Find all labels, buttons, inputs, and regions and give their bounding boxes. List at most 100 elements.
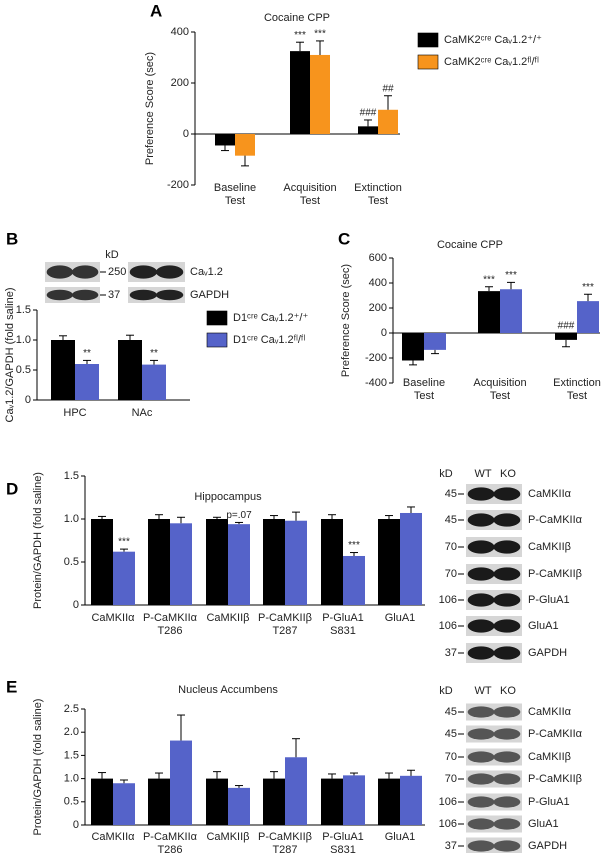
marker-label: 45 [445,514,457,526]
y-tick-label: -200 [167,179,189,191]
marker-label: 37 [445,647,457,659]
bar [206,778,228,825]
marker-label: 37 [108,289,120,301]
kd-label: kD [439,468,453,480]
error-bar [407,769,415,776]
x-tick-label: NAc [132,407,153,419]
blot-band [467,513,495,527]
significance: *** [483,274,495,285]
blot-label: GAPDH [528,647,567,659]
y-axis-label: Protein/GAPDH (fold saline) [32,472,44,609]
error-bar [364,119,372,127]
y-tick-label: 400 [171,26,189,38]
bar [75,364,99,400]
legend-swatch [206,310,228,326]
significance: p=.07 [226,510,252,521]
blot-label: CaMKIIα [528,488,572,500]
x-tick-label: P-CaMKIIβ T287 [258,612,312,637]
x-tick-label: Extinction Test [354,182,402,207]
x-tick-label: Acquisition Test [473,377,526,402]
blot-band [493,487,521,501]
blot-band [493,796,521,808]
bar [577,301,599,333]
bar [402,333,424,361]
bar [343,775,365,825]
chart-title: Cocaine CPP [264,12,330,24]
y-tick-label: 1.0 [64,513,79,525]
x-tick-label: Baseline Test [403,377,445,402]
blot-band [467,540,495,554]
blot-band [467,818,495,830]
blot-label: P-CaMKIIα [528,728,583,740]
chart-title: Nucleus Accumbens [178,684,278,696]
blot-band [467,840,495,852]
panel-letter: E [6,677,17,696]
x-tick-label: GluA1 [385,612,416,624]
error-bar [120,779,128,784]
error-bar [584,293,592,302]
error-bar [485,286,493,292]
bar [321,519,343,605]
bar [378,519,400,605]
legend-label: D1ᶜʳᵉ Caᵥ1.2⁺/⁺ [233,312,308,324]
blot-label: GluA1 [528,818,559,830]
y-tick-label: 1.5 [64,470,79,482]
marker-label: 106 [439,818,457,830]
bar [378,778,400,825]
bar [290,51,310,134]
blot-band [493,567,521,581]
blot-band [467,567,495,581]
error-bar [507,281,515,290]
marker-label: 45 [445,706,457,718]
error-bar [59,335,67,340]
marker-label: 70 [445,773,457,785]
significance: ### [360,108,377,119]
error-bar [407,506,415,513]
kd-label: kD [105,249,119,261]
error-bar [385,772,393,779]
bar [310,54,330,135]
x-tick-label: Acquisition Test [283,182,336,207]
blot-band [46,265,74,279]
y-tick-label: 1.0 [16,334,31,346]
bar [555,333,577,340]
blot-band [467,706,495,718]
legend-label: D1ᶜʳᵉ Caᵥ1.2ᶠˡ/ᶠˡ [233,334,305,346]
y-tick-label: 1.5 [64,749,79,761]
blot-band [493,773,521,785]
y-axis-label: Preference Score (sec) [340,264,352,377]
significance: *** [582,282,594,293]
error-bar [120,548,128,552]
bar [400,775,422,825]
error-bar [150,359,158,365]
bar [400,512,422,605]
error-bar [292,511,300,521]
blot-band [467,619,495,633]
blot-band [493,818,521,830]
error-bar [235,521,243,525]
bar [263,519,285,605]
error-bar [213,516,221,519]
blot-label: P-CaMKIIα [528,514,583,526]
x-tick-label: CaMKIIβ [206,612,249,624]
error-bar [328,773,336,779]
y-tick-label: 2.0 [64,726,79,738]
blot-band [493,593,521,607]
marker-label: 70 [445,568,457,580]
significance: ** [150,348,158,359]
bar [113,551,135,605]
blot-band [493,540,521,554]
marker-label: 45 [445,488,457,500]
blot-label: P-CaMKIIβ [528,568,582,580]
blot-band [129,265,158,279]
blot-band [467,751,495,763]
error-bar [155,772,163,779]
error-bar [221,145,229,152]
x-tick-label: CaMKIIα [91,831,135,843]
y-tick-label: 0 [381,327,387,339]
x-tick-label: GluA1 [385,831,416,843]
marker-label: 70 [445,541,457,553]
error-bar [270,771,278,779]
error-bar [235,785,243,788]
